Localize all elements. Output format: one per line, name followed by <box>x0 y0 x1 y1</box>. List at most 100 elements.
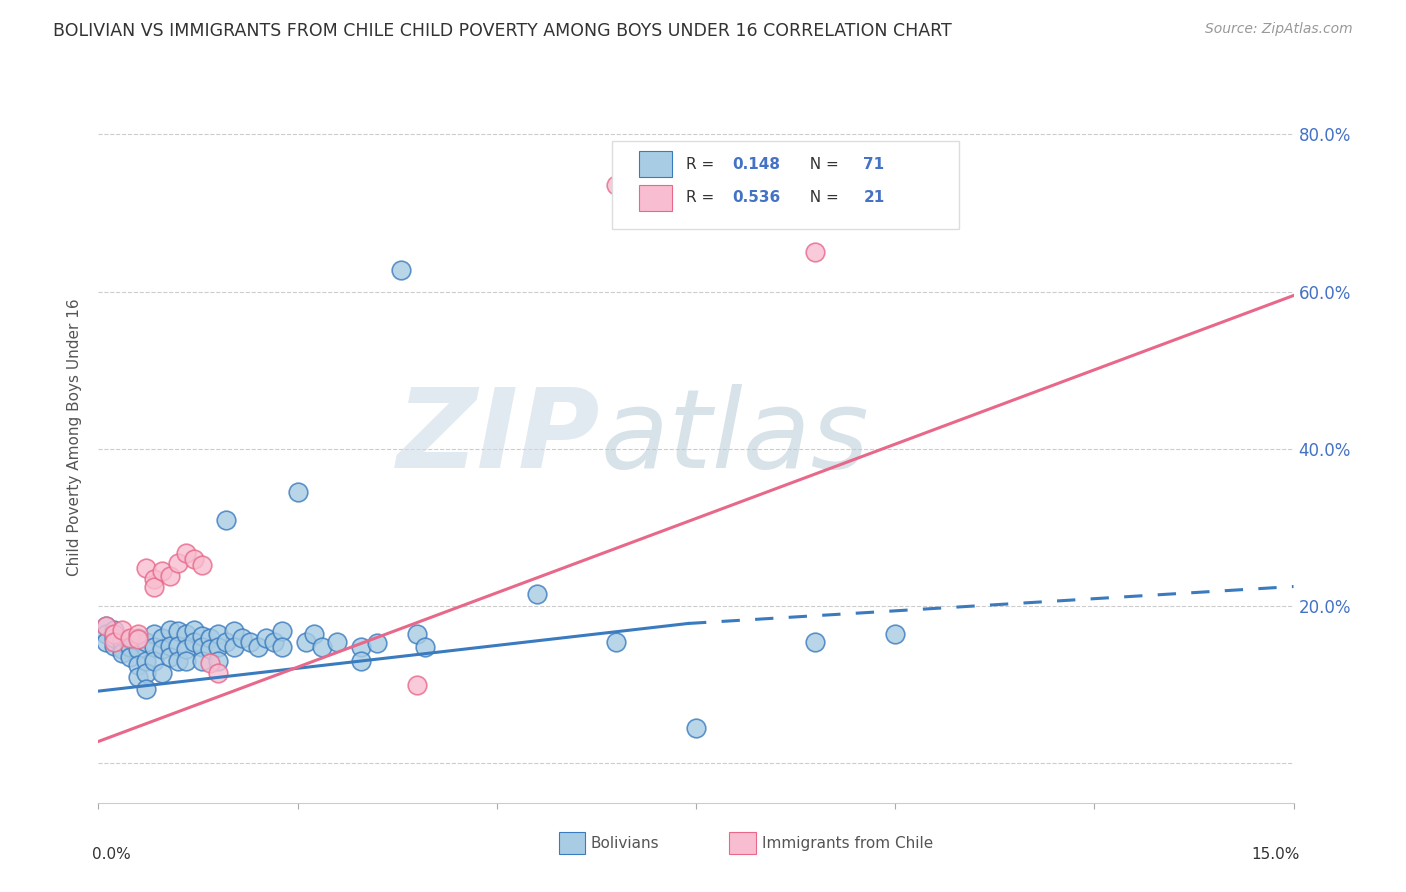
Point <box>207 626 229 640</box>
Point <box>183 552 205 566</box>
Point <box>263 634 285 648</box>
Point <box>103 631 125 645</box>
Point <box>96 619 118 633</box>
Point <box>254 631 277 645</box>
Point <box>143 580 166 594</box>
Point <box>174 546 197 560</box>
Point <box>120 640 142 654</box>
Point <box>198 642 221 657</box>
Point <box>143 572 166 586</box>
Point <box>183 623 205 637</box>
Point <box>159 639 181 653</box>
Point <box>294 634 316 648</box>
Bar <box>730 832 756 854</box>
Point <box>150 642 173 657</box>
Point <box>198 656 221 670</box>
Point <box>326 634 349 648</box>
Point <box>406 678 429 692</box>
Point <box>96 634 118 648</box>
Text: 71: 71 <box>863 157 884 172</box>
Point <box>103 639 125 653</box>
Point <box>135 634 157 648</box>
Text: 21: 21 <box>863 190 884 205</box>
Point <box>135 561 157 575</box>
Bar <box>638 185 672 211</box>
Point <box>413 640 436 654</box>
Point <box>270 624 292 639</box>
Point <box>167 624 190 639</box>
Point <box>174 654 197 668</box>
Point <box>103 634 125 648</box>
Point <box>605 178 627 193</box>
Point <box>302 626 325 640</box>
Point <box>350 640 373 654</box>
Point <box>191 640 214 654</box>
Point <box>150 631 173 645</box>
Point <box>135 681 157 696</box>
Point <box>167 654 190 668</box>
Point <box>231 631 253 645</box>
Point <box>215 513 238 527</box>
Point <box>884 626 907 640</box>
Text: Immigrants from Chile: Immigrants from Chile <box>762 836 934 851</box>
Text: BOLIVIAN VS IMMIGRANTS FROM CHILE CHILD POVERTY AMONG BOYS UNDER 16 CORRELATION : BOLIVIAN VS IMMIGRANTS FROM CHILE CHILD … <box>53 22 952 40</box>
Point <box>366 636 388 650</box>
Text: 0.148: 0.148 <box>733 157 780 172</box>
Point <box>143 654 166 668</box>
Text: R =: R = <box>686 190 720 205</box>
Point <box>103 623 125 637</box>
Point <box>143 640 166 654</box>
Point <box>270 640 292 654</box>
Point <box>207 640 229 654</box>
Text: 15.0%: 15.0% <box>1251 847 1299 862</box>
Point <box>239 634 262 648</box>
FancyBboxPatch shape <box>613 141 959 228</box>
Point <box>183 634 205 648</box>
Point <box>804 245 827 260</box>
Bar <box>558 832 585 854</box>
Point <box>207 666 229 681</box>
Point <box>191 558 214 573</box>
Text: ZIP: ZIP <box>396 384 600 491</box>
Bar <box>638 151 672 178</box>
Point <box>120 632 142 647</box>
Point <box>287 485 309 500</box>
Point <box>120 631 142 645</box>
Point <box>127 670 149 684</box>
Point <box>605 634 627 648</box>
Point <box>150 564 173 578</box>
Text: N =: N = <box>800 190 844 205</box>
Text: 0.536: 0.536 <box>733 190 780 205</box>
Point <box>215 634 238 648</box>
Point <box>111 642 134 657</box>
Point <box>350 654 373 668</box>
Point <box>198 631 221 645</box>
Point <box>167 639 190 653</box>
Point <box>135 654 157 668</box>
Point <box>143 626 166 640</box>
Point <box>120 650 142 665</box>
Point <box>127 631 149 645</box>
Point <box>127 626 149 640</box>
Point <box>191 654 214 668</box>
Point <box>174 626 197 640</box>
Point <box>389 262 412 277</box>
Y-axis label: Child Poverty Among Boys Under 16: Child Poverty Among Boys Under 16 <box>67 298 83 576</box>
Point <box>159 569 181 583</box>
Point <box>526 587 548 601</box>
Text: Bolivians: Bolivians <box>591 836 659 851</box>
Point <box>135 666 157 681</box>
Point <box>406 626 429 640</box>
Point <box>111 646 134 660</box>
Text: R =: R = <box>686 157 720 172</box>
Point <box>685 721 707 735</box>
Text: 0.0%: 0.0% <box>93 847 131 862</box>
Point <box>111 623 134 637</box>
Point <box>159 623 181 637</box>
Point <box>222 640 245 654</box>
Point <box>207 654 229 668</box>
Point <box>804 634 827 648</box>
Point <box>311 640 333 654</box>
Point <box>103 626 125 640</box>
Point <box>111 634 134 648</box>
